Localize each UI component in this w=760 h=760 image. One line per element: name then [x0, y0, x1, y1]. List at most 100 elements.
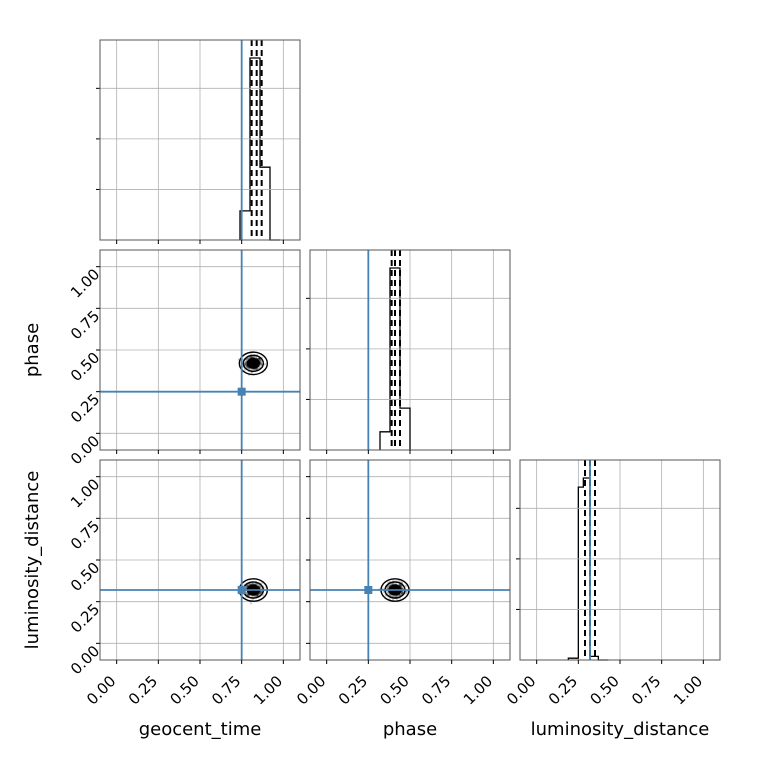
sample-point: [258, 585, 262, 588]
sample-point: [385, 587, 389, 590]
x-tick-label: 0.00: [293, 672, 329, 708]
sample-point: [250, 368, 254, 371]
y-tick-label: 0.75: [67, 307, 103, 343]
sample-point: [243, 362, 247, 365]
panel-luminosity_distance-hist: 0.00 0.25 0.50 0.75 1.00: [503, 459, 721, 708]
histogram-step: [567, 477, 609, 661]
sample-point: [259, 358, 262, 362]
x-tick-label: 0.00: [83, 672, 119, 708]
x-tick-label: 0.50: [166, 672, 202, 708]
sample-point: [248, 583, 251, 586]
y-tick-label: 0.75: [67, 517, 103, 553]
y-axis-label-phase: phase: [22, 323, 43, 377]
contour-2: [246, 357, 261, 369]
sample-point: [246, 583, 250, 587]
sample-point: [254, 582, 257, 586]
sample-point: [394, 595, 397, 598]
y-tick-label: 1.00: [67, 265, 103, 301]
sample-point: [243, 362, 247, 365]
x-tick-label: 1.00: [250, 672, 286, 708]
x-tick-label: 0.25: [335, 672, 371, 708]
sample-point: [400, 585, 404, 588]
sample-point: [247, 357, 250, 360]
sample-point: [259, 362, 263, 366]
sample-point: [251, 582, 255, 585]
sample-point: [254, 368, 258, 371]
sample-point: [259, 363, 263, 366]
x-tick-label: 0.75: [628, 672, 664, 708]
sample-point: [253, 595, 257, 598]
x-axis-label-phase: phase: [383, 719, 437, 740]
sample-point: [405, 591, 408, 594]
sample-point: [258, 593, 261, 596]
truth-marker: [237, 586, 246, 594]
panel-phase-hist: [306, 249, 511, 454]
panel-geocent_time-vs-luminosity_distance: 0.00 0.25 0.50 0.75 1.000.000.250.500.751.00: [67, 459, 301, 708]
sample-point: [251, 598, 254, 601]
y-tick-label: 1.00: [67, 475, 103, 511]
sample-point: [400, 591, 404, 594]
y-tick-label: 0.25: [67, 600, 103, 636]
sample-point: [260, 582, 263, 585]
sample-point: [246, 366, 249, 369]
sample-point: [398, 583, 402, 586]
panel-phase-vs-luminosity_distance: 0.00 0.25 0.50 0.75 1.00: [293, 459, 511, 708]
sample-point: [245, 592, 248, 595]
truth-marker: [364, 586, 373, 594]
sample-point: [398, 593, 401, 597]
sample-point: [398, 580, 401, 583]
sample-point: [400, 592, 404, 595]
x-tick-label: 1.00: [460, 672, 496, 708]
sample-point: [255, 367, 259, 371]
y-tick-label: 0.50: [67, 559, 103, 595]
sample-point: [398, 593, 401, 597]
x-tick-label: 0.50: [376, 672, 412, 708]
y-axis-label-luminosity-distance: luminosity_distance: [22, 471, 43, 650]
sample-point: [248, 356, 252, 359]
x-tick-label: 0.75: [208, 672, 244, 708]
x-tick-label: 0.00: [503, 672, 539, 708]
sample-point: [254, 368, 257, 371]
sample-point: [401, 591, 404, 594]
sample-point: [243, 363, 247, 366]
x-axis-label-geocent-time: geocent_time: [139, 719, 262, 740]
histogram-step: [239, 57, 280, 241]
x-tick-label: 0.50: [586, 672, 622, 708]
y-tick-label: 0.25: [67, 390, 103, 426]
sample-point: [256, 583, 259, 586]
sample-point: [259, 363, 263, 366]
sample-point: [249, 602, 253, 605]
sample-point: [245, 585, 248, 588]
labels-layer: geocent_time phase luminosity_distance p…: [22, 323, 709, 740]
sample-point: [259, 361, 263, 364]
sample-point: [404, 584, 408, 588]
sample-point: [397, 583, 401, 586]
sample-point: [399, 593, 402, 596]
sample-point: [255, 594, 258, 598]
sample-point: [390, 582, 394, 586]
sample-point: [245, 358, 249, 361]
sample-point: [388, 584, 391, 587]
sample-point: [259, 361, 262, 364]
sample-point: [245, 585, 249, 588]
contour-0: [238, 351, 269, 376]
y-tick-label: 0.00: [67, 642, 103, 678]
sample-point: [259, 359, 262, 362]
sample-point: [246, 593, 249, 596]
histogram-step: [379, 267, 411, 450]
x-tick-label: 0.25: [125, 672, 161, 708]
sample-point: [404, 592, 408, 595]
sample-point: [262, 594, 265, 597]
sample-point: [246, 583, 249, 587]
truth-marker: [237, 387, 246, 396]
sample-point: [258, 585, 262, 589]
sample-point: [257, 584, 261, 587]
sample-point: [400, 585, 403, 588]
x-tick-label: 0.75: [418, 672, 454, 708]
panel-geocent_time-vs-phase: 0.00 0.25 0.50 0.75 1.00: [67, 249, 301, 468]
sample-point: [248, 582, 252, 586]
sample-point: [397, 594, 400, 597]
sample-point: [259, 591, 262, 594]
sample-point: [399, 585, 403, 588]
